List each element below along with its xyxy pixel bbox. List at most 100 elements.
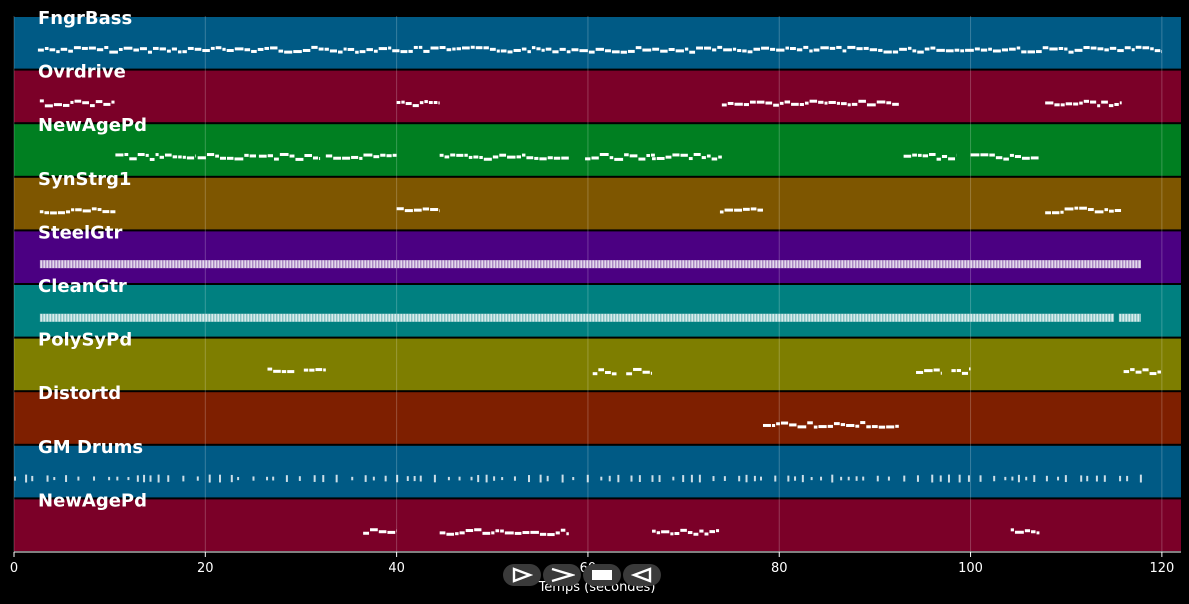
- note: [1109, 209, 1114, 213]
- note: [182, 50, 187, 54]
- drum-hit: [847, 476, 850, 481]
- note: [1021, 156, 1030, 160]
- note: [886, 425, 895, 429]
- note: [829, 46, 836, 50]
- note: [413, 208, 422, 212]
- note: [704, 532, 709, 536]
- track-band: [14, 285, 1181, 337]
- note: [807, 421, 813, 425]
- note: [670, 532, 674, 536]
- drum-hit: [433, 474, 436, 483]
- note: [504, 531, 514, 535]
- note: [784, 100, 791, 104]
- note: [723, 48, 732, 52]
- note: [1010, 528, 1014, 532]
- note: [373, 49, 378, 53]
- note: [970, 153, 980, 157]
- note: [526, 156, 534, 160]
- note: [1090, 100, 1097, 104]
- note: [133, 48, 139, 52]
- drum-hit: [539, 474, 542, 483]
- note: [684, 47, 689, 51]
- note: [750, 207, 757, 211]
- note: [70, 100, 74, 104]
- note: [595, 47, 604, 51]
- drum-hit: [672, 476, 675, 481]
- note: [1036, 50, 1042, 54]
- note: [516, 155, 522, 159]
- drum-hit: [46, 475, 49, 482]
- note: [359, 50, 366, 54]
- drum-hit: [136, 475, 139, 482]
- note: [1101, 100, 1108, 104]
- note: [439, 46, 446, 50]
- note: [941, 154, 948, 158]
- drum-hit: [1045, 475, 1048, 482]
- note: [701, 156, 706, 160]
- note: [273, 369, 281, 373]
- note: [1150, 47, 1154, 51]
- note: [82, 209, 91, 213]
- note: [693, 152, 701, 156]
- note: [827, 424, 833, 428]
- note: [547, 156, 553, 160]
- drum-hit: [916, 475, 919, 482]
- note: [197, 156, 206, 160]
- note: [74, 99, 82, 103]
- note: [732, 47, 737, 51]
- note: [500, 49, 507, 53]
- fast-forward-button[interactable]: [543, 564, 581, 586]
- note: [97, 208, 102, 212]
- note: [465, 529, 474, 533]
- drum-hit: [298, 476, 301, 481]
- note: [876, 100, 886, 104]
- note: [172, 155, 178, 159]
- note: [295, 157, 304, 161]
- note: [521, 47, 527, 51]
- drum-hit: [53, 477, 56, 481]
- note: [916, 370, 924, 374]
- note: [809, 49, 813, 53]
- note: [709, 530, 716, 534]
- note: [89, 104, 95, 108]
- note: [903, 154, 912, 158]
- rewind-button[interactable]: [623, 564, 661, 586]
- note: [164, 153, 172, 157]
- note: [287, 370, 295, 374]
- note: [547, 533, 555, 537]
- note: [660, 49, 668, 53]
- note: [171, 47, 177, 51]
- note: [598, 368, 605, 372]
- note: [396, 100, 401, 104]
- note: [555, 531, 560, 535]
- note: [813, 48, 820, 52]
- drum-hit: [335, 474, 338, 483]
- note: [311, 45, 318, 49]
- drum-hit: [1126, 475, 1129, 482]
- note: [1064, 207, 1074, 211]
- drum-hit: [572, 477, 575, 481]
- note: [719, 210, 724, 214]
- note: [980, 48, 988, 52]
- note: [249, 154, 257, 158]
- drum-hit: [77, 476, 80, 481]
- note: [210, 46, 215, 50]
- drum-hit: [630, 475, 633, 482]
- note: [222, 47, 226, 51]
- note: [312, 156, 319, 160]
- track-label: GM Drums: [38, 437, 143, 458]
- stop-button[interactable]: [583, 564, 621, 586]
- note: [924, 47, 930, 51]
- note: [799, 103, 804, 107]
- x-tick-label: 120: [1149, 561, 1174, 576]
- drum-hit: [1086, 475, 1089, 482]
- note: [284, 50, 293, 54]
- note: [656, 156, 665, 160]
- drum-hit: [759, 476, 762, 481]
- note: [62, 103, 70, 107]
- play-button[interactable]: [503, 564, 541, 586]
- drum-hit: [1057, 476, 1060, 481]
- note: [614, 157, 624, 161]
- drum-hit: [1033, 475, 1036, 482]
